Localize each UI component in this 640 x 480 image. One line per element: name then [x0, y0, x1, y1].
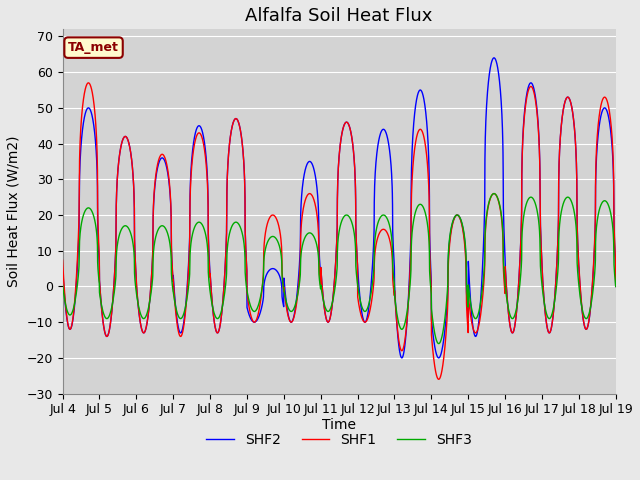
SHF1: [59, 257, 67, 263]
SHF1: [541, 313, 549, 319]
SHF2: [271, 266, 278, 272]
SHF3: [271, 234, 278, 240]
SHF1: [435, 376, 442, 382]
Line: SHF2: SHF2: [63, 58, 616, 358]
SHF2: [602, 105, 609, 111]
SHF1: [271, 213, 278, 219]
SHF3: [541, 307, 549, 313]
SHF3: [295, 286, 303, 292]
SHF3: [155, 226, 163, 232]
Title: Alfalfa Soil Heat Flux: Alfalfa Soil Heat Flux: [246, 7, 433, 25]
SHF2: [122, 133, 129, 139]
SHF3: [490, 191, 498, 196]
Line: SHF1: SHF1: [63, 83, 616, 379]
SHF1: [84, 80, 92, 86]
Text: TA_met: TA_met: [68, 41, 119, 54]
Line: SHF3: SHF3: [63, 193, 616, 344]
Y-axis label: Soil Heat Flux (W/m2): Soil Heat Flux (W/m2): [7, 136, 21, 287]
SHF2: [295, 273, 303, 279]
SHF1: [122, 134, 130, 140]
Legend: SHF2, SHF1, SHF3: SHF2, SHF1, SHF3: [200, 427, 477, 452]
SHF2: [490, 55, 498, 61]
SHF2: [541, 313, 549, 319]
SHF3: [612, 284, 620, 289]
X-axis label: Time: Time: [322, 418, 356, 432]
SHF3: [435, 341, 442, 347]
SHF3: [602, 198, 609, 204]
SHF2: [155, 161, 163, 167]
SHF1: [295, 280, 303, 286]
SHF3: [59, 282, 67, 288]
SHF2: [398, 355, 406, 361]
SHF1: [155, 157, 163, 163]
SHF3: [122, 223, 129, 228]
SHF2: [612, 284, 620, 289]
SHF1: [602, 95, 609, 100]
SHF2: [59, 264, 67, 270]
SHF1: [612, 284, 620, 289]
